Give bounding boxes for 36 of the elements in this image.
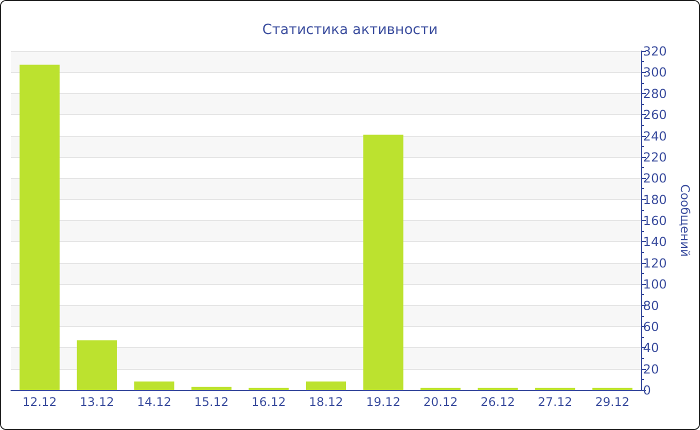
x-tick-label: 14.12 [137,395,172,409]
y-tick-label: 280 [643,86,667,101]
y-tick-label: 40 [643,340,659,356]
x-tick-label: 13.12 [80,395,114,409]
chart-title: Статистика активности [262,22,438,38]
y-tick-label: 0 [643,382,651,398]
y-tick-label: 160 [643,213,667,228]
bar [191,386,232,390]
y-tick-label: 260 [643,107,667,122]
y-tick-label: 300 [643,64,667,80]
x-tick-label: 15.12 [194,395,229,409]
y-tick-label: 100 [643,276,667,292]
y-tick-label: 200 [643,170,667,186]
bar [363,134,404,390]
x-tick-label: 18.12 [308,395,344,409]
x-tick-label: 16.12 [252,395,286,409]
y-tick-label: 140 [643,234,667,250]
x-tick-label: 29.12 [595,395,630,409]
bar [20,64,60,390]
y-tick-label: 180 [643,192,667,207]
y-tick-label: 220 [643,149,667,164]
bar [134,382,174,390]
y-axis-title: Сообщений [678,184,692,257]
x-tick-label: 26.12 [480,395,515,409]
bar [306,382,346,390]
x-tick-label: 12.12 [22,395,57,409]
y-tick-label: 320 [643,44,667,58]
bar [76,340,117,390]
x-tick-label: 19.12 [366,395,400,409]
y-tick-label: 60 [643,318,659,334]
y-tick-label: 240 [643,128,667,144]
y-tick-label: 80 [643,298,659,313]
y-tick-label: 120 [643,255,667,270]
y-tick-label: 20 [643,361,659,376]
x-tick-label: 27.12 [538,395,572,409]
x-tick-label: 20.12 [423,395,458,409]
